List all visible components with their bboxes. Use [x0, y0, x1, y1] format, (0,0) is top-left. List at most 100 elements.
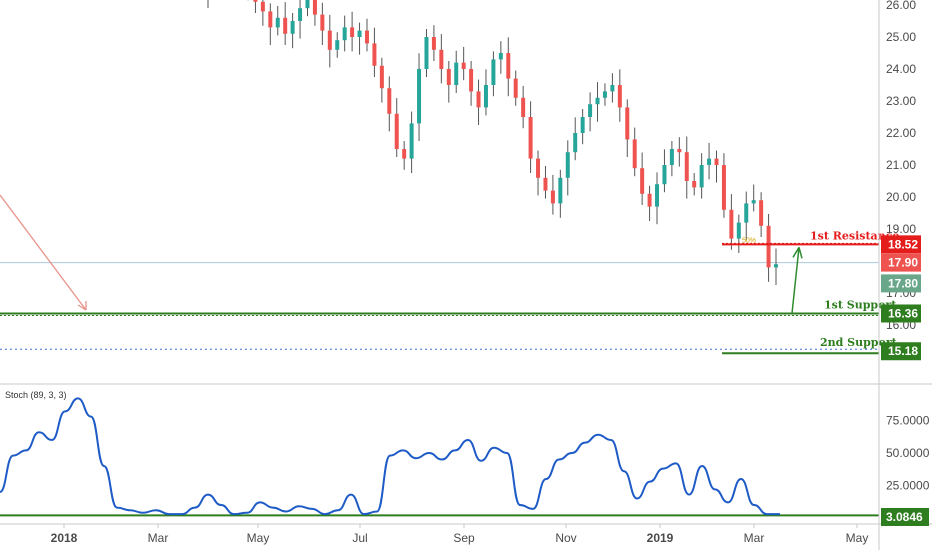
candle-body: [766, 225, 771, 268]
candle: [617, 69, 622, 122]
time-tick-label: Nov: [555, 531, 576, 545]
stoch-pane[interactable]: [0, 397, 879, 517]
candle-body: [469, 69, 474, 92]
candle-body: [625, 107, 630, 140]
time-tick-label: 2018: [51, 531, 78, 545]
candle: [558, 169, 563, 218]
time-tick-label: Sep: [453, 531, 475, 545]
candle-body: [364, 30, 369, 44]
price-badge-high-bg: [881, 253, 921, 272]
fib-label: 50%: [742, 237, 756, 244]
candle: [602, 83, 607, 106]
candle: [692, 173, 697, 196]
candle: [588, 92, 593, 132]
candle-body: [647, 193, 652, 207]
candle-body: [684, 152, 689, 181]
candle-body: [275, 17, 280, 28]
candle: [655, 172, 660, 225]
time-axis[interactable]: 2018 Mar May Jul Sep Nov 2019 Mar May: [51, 524, 869, 545]
candle: [275, 5, 280, 36]
candle-body: [409, 123, 414, 159]
candle-body: [610, 85, 615, 92]
candle-body: [283, 17, 288, 34]
candle: [506, 37, 511, 97]
candle-body: [521, 97, 526, 117]
candle: [521, 85, 526, 129]
candle: [662, 149, 667, 193]
candle-body: [476, 91, 481, 108]
candle-body: [677, 149, 682, 153]
candle-body: [417, 69, 422, 124]
target-arrow-line: [791, 247, 800, 314]
candle-body: [558, 177, 563, 204]
candle: [394, 98, 399, 157]
candle: [647, 185, 652, 221]
candle-body: [759, 200, 764, 226]
candle-body: [602, 91, 607, 98]
candle-body: [424, 37, 429, 69]
candle-body: [298, 8, 303, 21]
support-1-badge-text: 16.36: [888, 306, 918, 320]
candle: [268, 3, 273, 45]
candle: [565, 140, 570, 196]
price-tick-label: 23.00: [886, 94, 916, 108]
price-tick-label: 22.00: [886, 126, 916, 140]
stoch-title: Stoch (89, 3, 3): [5, 390, 67, 400]
candle: [543, 165, 548, 199]
support-2-badge: 15.18: [881, 342, 921, 361]
candle: [417, 53, 422, 141]
stoch-axis[interactable]: 75.0000 50.0000 25.0000 3.0846: [881, 414, 930, 527]
price-tick-label: 24.00: [886, 62, 916, 76]
candle: [364, 18, 369, 52]
candle-body: [528, 117, 533, 159]
candle-body: [580, 117, 585, 133]
candle: [461, 46, 466, 81]
candle: [699, 153, 704, 199]
candle-body: [394, 113, 399, 149]
candle: [714, 150, 719, 183]
candle-body: [483, 85, 488, 108]
candle: [454, 50, 459, 93]
candle: [446, 61, 451, 103]
price-badge-low: 17.80: [881, 274, 921, 293]
candle: [283, 2, 288, 45]
candle-body: [729, 209, 734, 239]
stoch-value-badge: 3.0846: [881, 508, 929, 526]
candle: [312, 0, 317, 26]
candle: [640, 152, 645, 205]
candle: [372, 27, 377, 77]
candle-body: [632, 139, 637, 169]
price-axis[interactable]: 26.00 25.00 24.00 23.00 22.00 21.00 20.00 19.00…: [881, 0, 921, 361]
time-tick-label: 2019: [647, 531, 674, 545]
candle: [483, 69, 488, 116]
candle: [260, 0, 265, 26]
candle-body: [669, 149, 674, 165]
candle: [357, 22, 362, 55]
candle: [550, 174, 555, 215]
candle-body: [662, 165, 667, 185]
stoch-value-badge-text: 3.0846: [886, 510, 923, 524]
resistance-badge-text: 18.52: [888, 237, 918, 251]
candle-body: [372, 43, 377, 66]
candle: [513, 70, 518, 106]
candle-body: [543, 177, 548, 191]
candle-body: [751, 200, 756, 204]
trend-arrow-line: [0, 194, 87, 311]
candle: [536, 150, 541, 196]
candle-body: [260, 1, 265, 12]
stoch-tick-label: 75.0000: [886, 414, 930, 428]
candle-body: [342, 27, 347, 41]
candle-body: [350, 27, 355, 37]
candle-body: [253, 0, 258, 2]
price-tick-label: 19.00: [886, 222, 916, 236]
candle: [350, 11, 355, 52]
candle-body: [335, 40, 340, 50]
price-badge-high: 17.90: [881, 253, 921, 272]
candle-body: [655, 184, 660, 207]
price-tick-label: 26.00: [886, 0, 916, 12]
candle: [707, 142, 712, 180]
candle-body: [320, 14, 325, 31]
candle-body: [714, 158, 719, 165]
